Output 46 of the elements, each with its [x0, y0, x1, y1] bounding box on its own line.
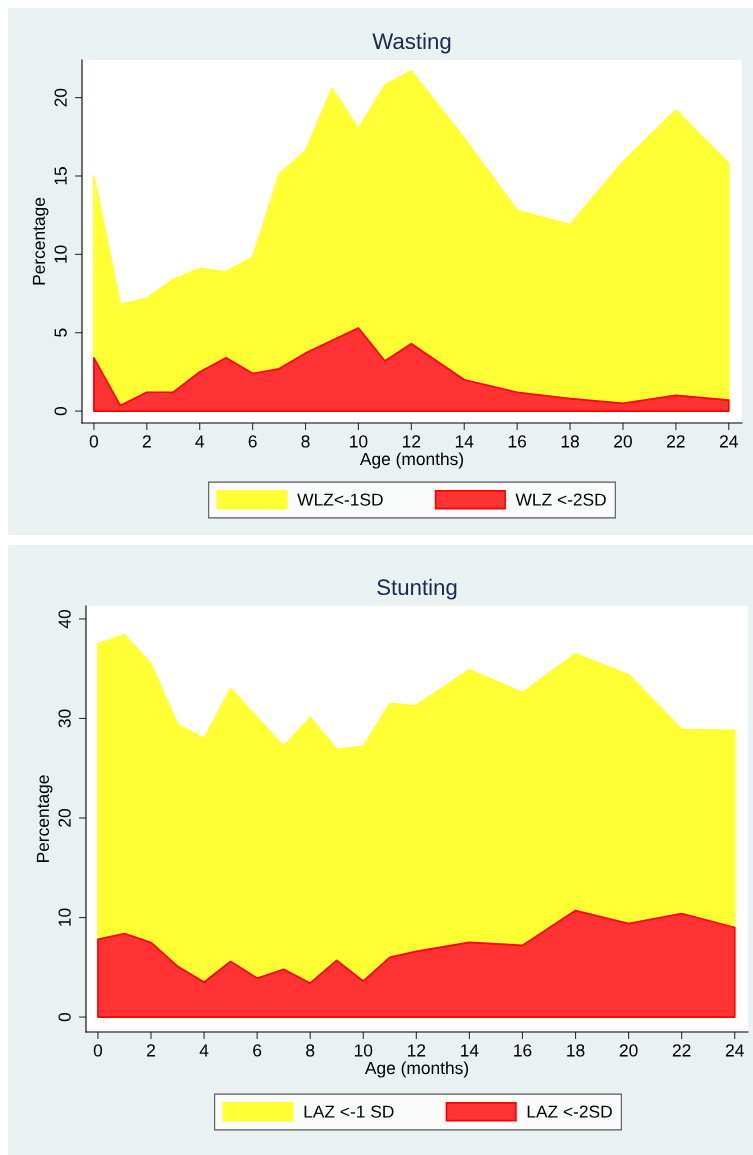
- x-axis-title: Age (months): [359, 452, 464, 469]
- x-tick-label: 2: [147, 1044, 155, 1057]
- y-tick-label: 20: [54, 88, 67, 107]
- y-tick-label: 5: [54, 328, 67, 337]
- chart-title: Wasting: [372, 32, 451, 54]
- x-tick-label: 0: [89, 435, 99, 448]
- x-tick-label: 2: [142, 435, 151, 448]
- x-tick-label: 24: [719, 435, 738, 448]
- x-tick-label: 20: [619, 1044, 638, 1057]
- legend-label: LAZ <-1 SD: [304, 1105, 394, 1118]
- x-tick-label: 18: [561, 435, 579, 448]
- x-tick-label: 22: [672, 1044, 691, 1057]
- x-tick-label: 16: [514, 1044, 532, 1057]
- legend-label: WLZ <-2SD: [515, 493, 606, 506]
- y-tick-label: 20: [58, 809, 71, 827]
- x-tick-label: 10: [354, 1044, 373, 1057]
- y-axis-title: Percentage: [36, 775, 53, 862]
- x-tick-label: 14: [455, 435, 474, 448]
- y-tick-label: 15: [54, 167, 67, 185]
- x-tick-label: 18: [567, 1044, 585, 1057]
- legend-label: LAZ <-2SD: [527, 1105, 612, 1118]
- x-tick-label: 6: [253, 1044, 262, 1057]
- y-tick-label: 40: [58, 609, 71, 629]
- y-axis-title: Percentage: [32, 197, 49, 285]
- legend-label: WLZ<-1SD: [297, 493, 383, 506]
- y-tick-label: 0: [54, 406, 67, 416]
- x-tick-label: 24: [725, 1044, 744, 1057]
- x-tick-label: 12: [408, 1044, 426, 1057]
- x-tick-label: 22: [667, 435, 685, 448]
- x-tick-label: 8: [306, 1044, 315, 1057]
- x-tick-label: 14: [461, 1044, 479, 1057]
- x-tick-label: 8: [301, 435, 310, 448]
- x-axis-title: Age (months): [364, 1061, 469, 1078]
- x-tick-label: 4: [199, 1044, 209, 1057]
- x-tick-label: 20: [614, 435, 632, 448]
- x-tick-label: 6: [248, 435, 257, 448]
- y-tick-label: 10: [54, 245, 67, 263]
- x-tick-label: 4: [195, 435, 205, 448]
- y-tick-label: 0: [58, 1012, 71, 1022]
- x-tick-label: 0: [93, 1044, 103, 1057]
- x-tick-label: 12: [403, 435, 421, 448]
- y-tick-label: 10: [58, 908, 71, 926]
- x-tick-label: 10: [350, 435, 368, 448]
- y-tick-label: 30: [58, 709, 71, 728]
- chart-title: Stunting: [377, 578, 457, 600]
- x-tick-label: 16: [508, 435, 527, 448]
